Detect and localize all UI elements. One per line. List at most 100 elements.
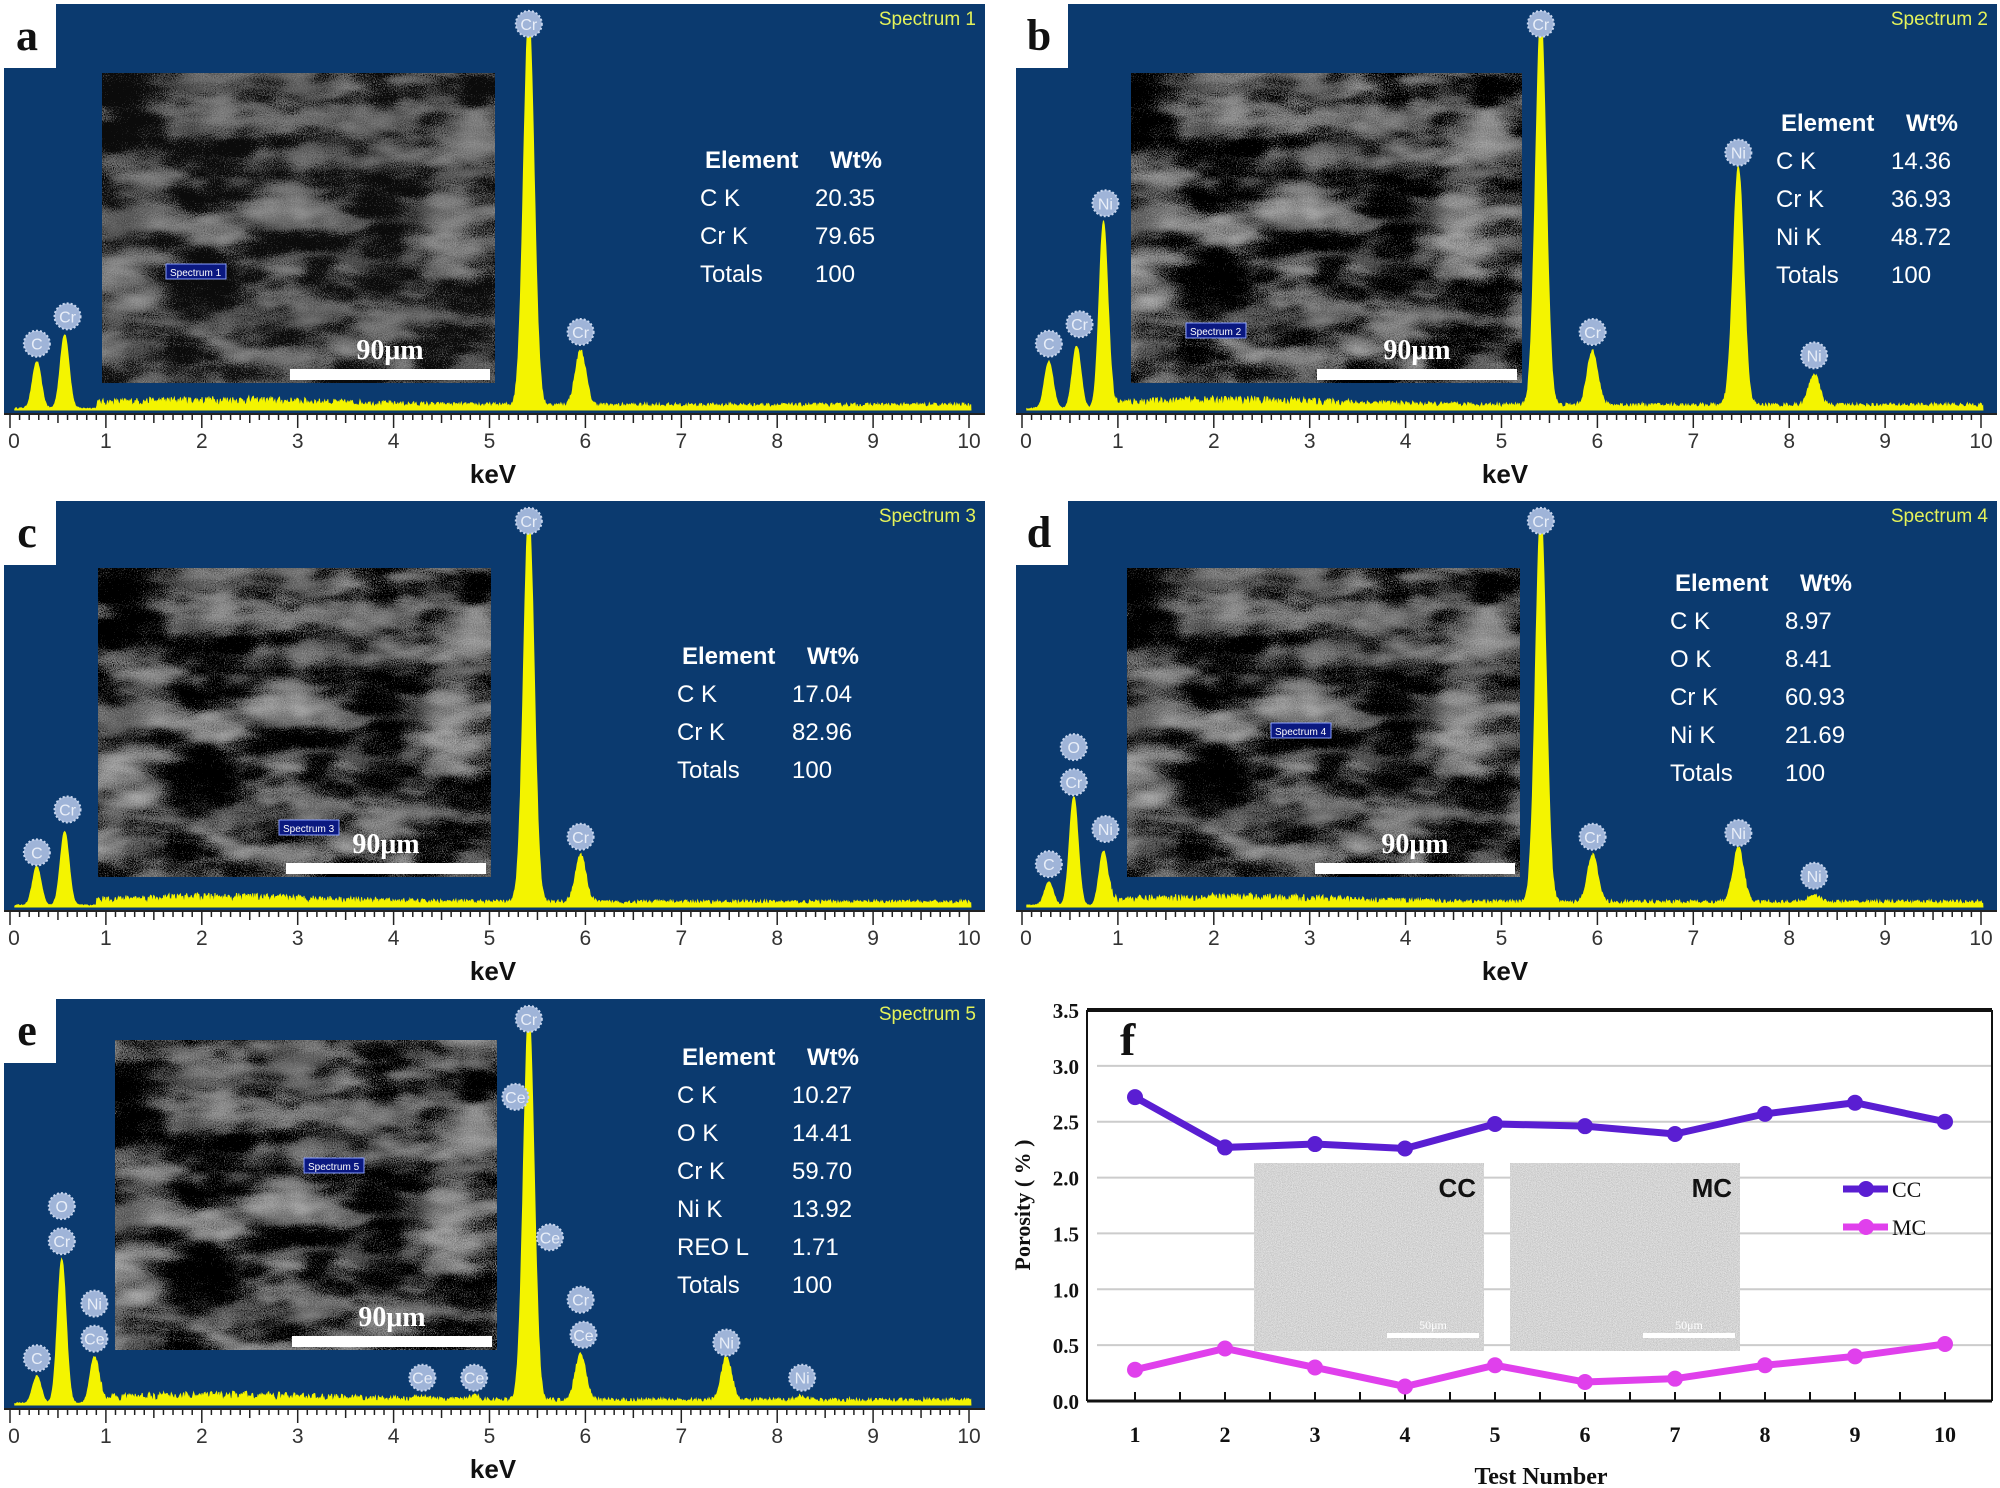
x-tick-label: 9 bbox=[867, 430, 879, 453]
peak-label-text: Cr bbox=[572, 1293, 590, 1310]
peak-label-text: Cr bbox=[520, 17, 538, 34]
table-cell-value: 20.35 bbox=[815, 185, 875, 212]
panel-letter-box bbox=[1012, 0, 1068, 68]
table-cell-value: 60.93 bbox=[1785, 684, 1845, 711]
x-tick-label: 0 bbox=[1020, 927, 1032, 950]
element-table: Element Wt% C K 17.04 Cr K 82.96 Totals 100 bbox=[677, 643, 859, 784]
table-cell-element: C K bbox=[677, 681, 717, 708]
element-table: Element Wt% C K 14.36 Cr K 36.93 Ni K 48.72 Tota… bbox=[1776, 110, 1958, 289]
spectrum-trace bbox=[14, 512, 972, 908]
data-point bbox=[1757, 1105, 1773, 1122]
peak-label-c: C bbox=[22, 329, 51, 358]
element-table: Element Wt% C K 10.27 O K 14.41 Cr K 59.70 Ni K 1… bbox=[677, 1044, 859, 1299]
table-cell-value: 48.72 bbox=[1891, 224, 1951, 251]
scale-bar-label: 50μm bbox=[1419, 1318, 1447, 1332]
data-point bbox=[1937, 1113, 1953, 1130]
axis-area bbox=[4, 910, 985, 950]
peak-label-text: Cr bbox=[1065, 775, 1083, 792]
peak-label-ni: Ni bbox=[712, 1328, 741, 1357]
peak-label-text: C bbox=[31, 1351, 43, 1368]
x-axis-label: keV bbox=[470, 956, 517, 986]
peak-label-ce: Ce bbox=[80, 1324, 109, 1353]
table-cell-value: 100 bbox=[792, 1272, 832, 1299]
y-tick-label: 3.0 bbox=[1053, 1055, 1079, 1079]
table-cell-value: 79.65 bbox=[815, 223, 875, 250]
panel-letter-box bbox=[0, 995, 56, 1063]
x-tick-label: 0 bbox=[8, 430, 20, 453]
peak-label-cr: Cr bbox=[566, 318, 595, 346]
x-tick-label: 10 bbox=[957, 430, 980, 453]
table-cell-element: C K bbox=[677, 1082, 717, 1109]
table-header-wt: Wt% bbox=[830, 147, 882, 174]
peak-label-cr: Cr bbox=[1578, 822, 1607, 851]
peak-label-text: Ni bbox=[1807, 869, 1822, 886]
table-row: Cr K 79.65 bbox=[700, 223, 875, 250]
peak-label-cr: Cr bbox=[514, 9, 543, 38]
x-tick-label: 6 bbox=[580, 927, 592, 950]
peak-label-text: Cr bbox=[1532, 17, 1550, 34]
sem-inset-image: Spectrum 5 90μm bbox=[115, 1040, 497, 1350]
x-tick-label: 8 bbox=[1760, 1422, 1771, 1447]
table-cell-element: Ni K bbox=[677, 1196, 722, 1223]
x-axis-label: keV bbox=[470, 1454, 517, 1484]
x-tick-label: 8 bbox=[771, 1425, 783, 1448]
x-tick-label: 9 bbox=[1879, 430, 1891, 453]
peak-label-ce: Ce bbox=[569, 1320, 598, 1349]
table-cell-value: 13.92 bbox=[792, 1196, 852, 1223]
peak-label-badge bbox=[1578, 822, 1607, 851]
table-row: C K 8.97 bbox=[1670, 608, 1832, 635]
table-cell-value: 100 bbox=[1891, 262, 1931, 289]
peak-label-text: Cr bbox=[520, 514, 538, 531]
peak-label-badge bbox=[408, 1363, 437, 1392]
peak-label-c: C bbox=[1034, 850, 1063, 879]
x-tick-label: 1 bbox=[1130, 1422, 1141, 1447]
table-header-wt: Wt% bbox=[1906, 110, 1958, 137]
data-point bbox=[1937, 1336, 1953, 1353]
table-cell-value: 82.96 bbox=[792, 719, 852, 746]
table-cell-value: 36.93 bbox=[1891, 186, 1951, 213]
table-header-wt: Wt% bbox=[807, 1044, 859, 1071]
scale-bar bbox=[1315, 863, 1515, 874]
peak-label-ni: Ni bbox=[1724, 138, 1753, 167]
peak-label-text: Ni bbox=[719, 1336, 734, 1353]
x-tick-label: 6 bbox=[1592, 430, 1604, 453]
data-point bbox=[1487, 1357, 1503, 1374]
peak-label-text: Ce bbox=[412, 1371, 433, 1388]
x-tick-label: 6 bbox=[580, 430, 592, 453]
sem-inset-image: Spectrum 1 90μm bbox=[102, 73, 495, 383]
x-axis-label: keV bbox=[1482, 459, 1529, 489]
peak-label-ni: Ni bbox=[1091, 815, 1120, 843]
table-row: Ni K 13.92 bbox=[677, 1196, 852, 1223]
x-tick-label: 5 bbox=[484, 927, 496, 950]
peak-label-ni: Ni bbox=[1800, 341, 1829, 370]
table-header-element: Element bbox=[1675, 570, 1768, 597]
table-cell-element: REO L bbox=[677, 1234, 749, 1261]
x-tick-label: 5 bbox=[1496, 927, 1508, 950]
peak-label-text: Ni bbox=[1098, 822, 1113, 839]
legend-item-mc: MC bbox=[1843, 1215, 1926, 1240]
peak-label-badge bbox=[53, 795, 82, 824]
x-tick-label: 9 bbox=[1879, 927, 1891, 950]
x-tick-label: 6 bbox=[1580, 1422, 1591, 1447]
table-header-element: Element bbox=[1781, 110, 1874, 137]
spectrum-panel-a: Spectrum 1 90μm C Cr Cr Cr Spectrum 1 Element Wt… bbox=[0, 0, 985, 489]
x-tick-label: 4 bbox=[1400, 430, 1412, 453]
peak-label-text: Cr bbox=[520, 1012, 538, 1029]
table-cell-value: 100 bbox=[1785, 760, 1825, 787]
sem-texture bbox=[102, 73, 495, 383]
axis-area bbox=[4, 1408, 985, 1448]
peak-label-ni: Ni bbox=[788, 1363, 817, 1392]
peak-label-cr: Cr bbox=[53, 302, 82, 331]
x-tick-label: 3 bbox=[1310, 1422, 1321, 1447]
x-tick-label: 0 bbox=[8, 1425, 20, 1448]
peak-label-text: Cr bbox=[59, 803, 77, 820]
table-cell-element: Totals bbox=[677, 757, 740, 784]
panel-letter: c bbox=[17, 508, 37, 557]
peak-label-badge bbox=[47, 1227, 76, 1256]
legend-marker bbox=[1858, 1219, 1874, 1235]
table-cell-element: Cr K bbox=[1776, 186, 1824, 213]
x-tick-label: 10 bbox=[957, 927, 980, 950]
data-point bbox=[1217, 1340, 1233, 1357]
series-line bbox=[1134, 1340, 1946, 1391]
table-row: C K 17.04 bbox=[677, 681, 852, 708]
